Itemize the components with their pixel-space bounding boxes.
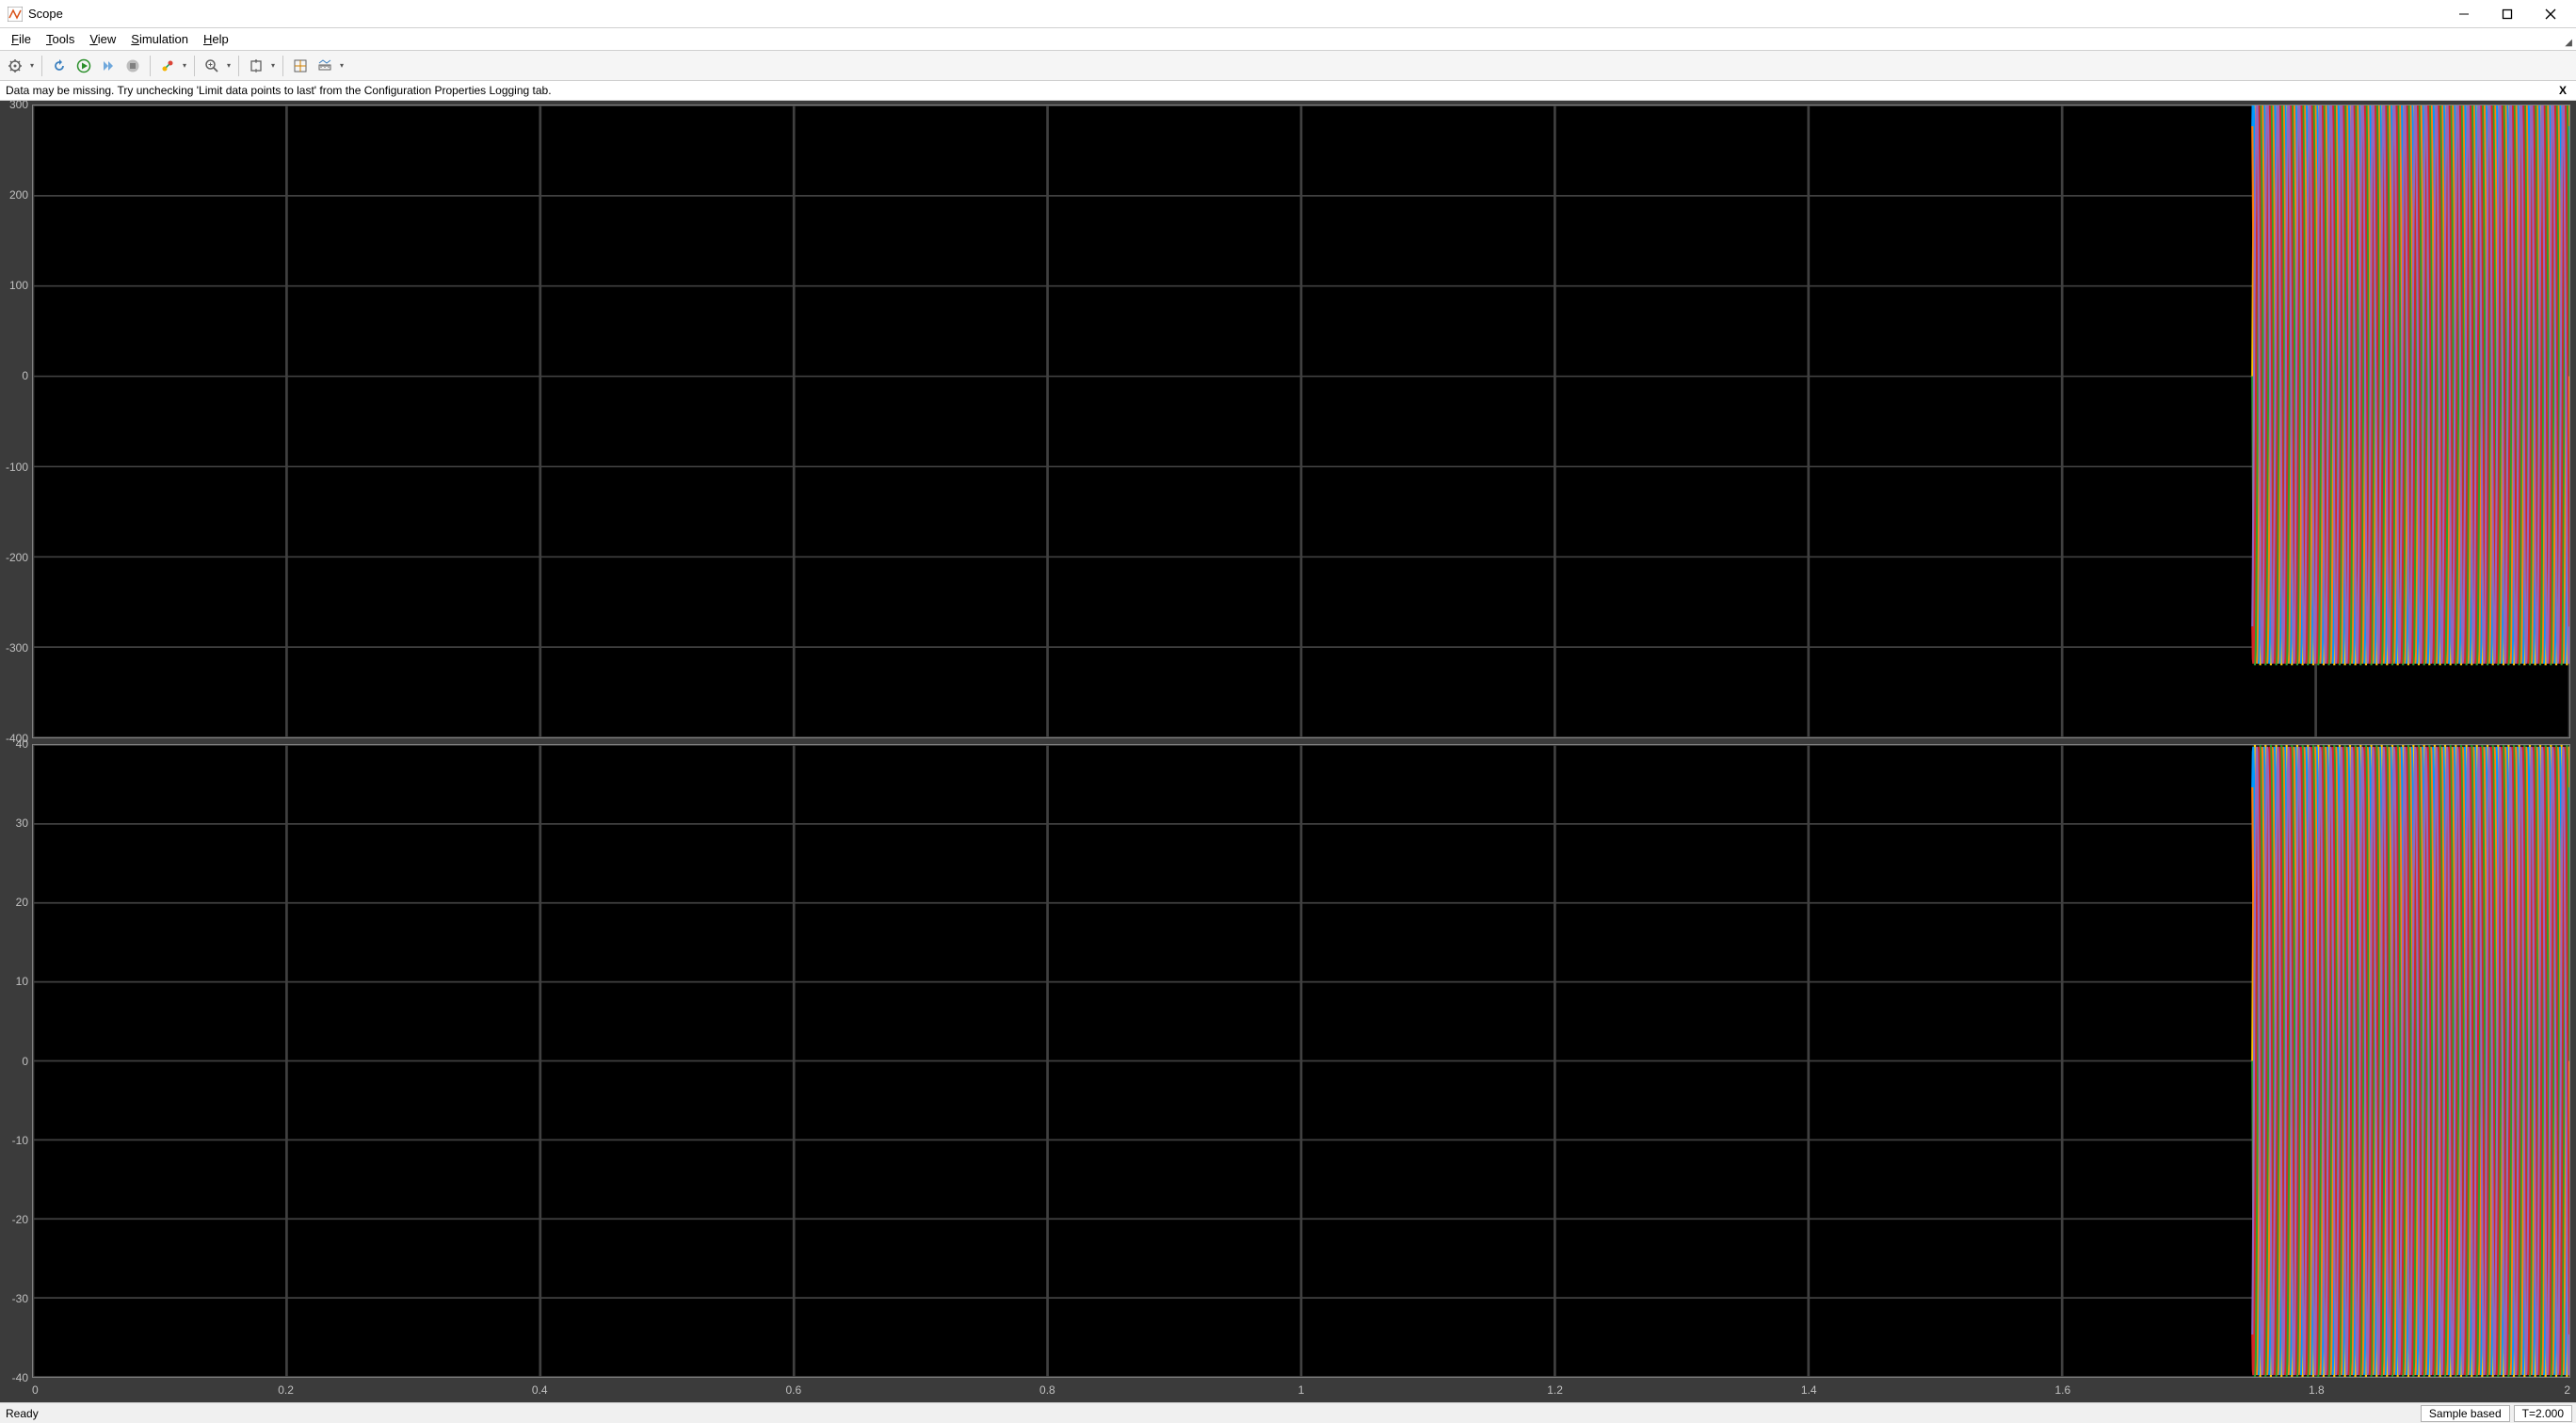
xtick-label: 1.4	[1801, 1383, 1817, 1397]
ytick-label: 0	[22, 1055, 28, 1068]
status-ready: Ready	[4, 1407, 2417, 1420]
measurements-icon[interactable]	[314, 55, 336, 77]
xtick-label: 0.6	[785, 1383, 801, 1397]
highlight-icon[interactable]	[156, 55, 179, 77]
subplot-2-row: -40-30-20-10010203040	[4, 744, 2570, 1378]
step-forward-icon[interactable]	[97, 55, 120, 77]
ytick-label: -300	[6, 641, 28, 655]
ytick-label: -100	[6, 461, 28, 474]
maximize-button[interactable]	[2486, 0, 2529, 28]
subplot-1-yaxis: -400-300-200-1000100200300	[4, 105, 32, 738]
cursors-icon[interactable]	[289, 55, 312, 77]
xtick-label: 1.2	[1547, 1383, 1563, 1397]
xtick-label: 0.4	[532, 1383, 548, 1397]
config-gear-icon-caret[interactable]: ▾	[28, 55, 36, 77]
run-icon[interactable]	[72, 55, 95, 77]
warning-bar: Data may be missing. Try unchecking 'Lim…	[0, 81, 2576, 101]
autoscale-icon[interactable]	[245, 55, 267, 77]
menu-file[interactable]: File	[4, 30, 39, 48]
xtick-label: 1	[1298, 1383, 1305, 1397]
subplot-2[interactable]	[32, 744, 2570, 1378]
toolbar-separator	[194, 56, 195, 76]
ytick-label: 100	[9, 279, 28, 292]
config-gear-icon[interactable]	[4, 55, 26, 77]
ytick-label: -40	[12, 1371, 28, 1384]
title-bar: Scope	[0, 0, 2576, 28]
ytick-label: 30	[16, 817, 28, 830]
ytick-label: -20	[12, 1213, 28, 1226]
menu-bar: File Tools View Simulation Help ◢	[0, 28, 2576, 51]
autoscale-icon-caret[interactable]: ▾	[269, 55, 277, 77]
xtick-label: 2	[2564, 1383, 2570, 1397]
status-time: T=2.000	[2514, 1405, 2572, 1422]
toolbar-separator	[150, 56, 151, 76]
zoom-icon[interactable]	[201, 55, 223, 77]
warning-close-icon[interactable]: X	[2555, 83, 2570, 98]
xaxis: 0 0.2 0.4 0.6 0.8 1 1.2 1.4 1.6 1.8 2	[4, 1383, 2570, 1400]
ytick-label: -200	[6, 551, 28, 564]
ytick-label: 20	[16, 896, 28, 909]
plot-area: -400-300-200-1000100200300-40-30-20-1001…	[0, 101, 2576, 1402]
measurements-icon-caret[interactable]: ▾	[338, 55, 346, 77]
menu-simulation[interactable]: Simulation	[123, 30, 196, 48]
menu-view[interactable]: View	[82, 30, 123, 48]
xtick-label: 0	[32, 1383, 39, 1397]
window-title: Scope	[28, 7, 2442, 21]
toolbar-separator	[238, 56, 239, 76]
ytick-label: 40	[16, 737, 28, 751]
ytick-label: 300	[9, 98, 28, 111]
xtick-label: 0.2	[278, 1383, 294, 1397]
subplot-2-yaxis: -40-30-20-10010203040	[4, 744, 32, 1378]
xtick-label: 1.8	[2309, 1383, 2325, 1397]
status-mode: Sample based	[2421, 1405, 2510, 1422]
menu-help[interactable]: Help	[196, 30, 236, 48]
subplot-1[interactable]	[32, 105, 2570, 738]
ytick-label: -30	[12, 1292, 28, 1305]
highlight-icon-caret[interactable]: ▾	[181, 55, 188, 77]
status-bar: Ready Sample based T=2.000	[0, 1402, 2576, 1423]
toolbar: ▾ ▾ ▾ ▾ ▾	[0, 51, 2576, 81]
app-icon	[8, 7, 23, 22]
toolbar-separator	[282, 56, 283, 76]
xtick-label: 0.8	[1039, 1383, 1055, 1397]
stop-icon[interactable]	[121, 55, 144, 77]
undock-icon[interactable]: ◢	[2565, 38, 2572, 48]
menu-tools[interactable]: Tools	[39, 30, 82, 48]
toolbar-separator	[41, 56, 42, 76]
warning-text: Data may be missing. Try unchecking 'Lim…	[6, 84, 2555, 97]
xtick-label: 1.6	[2054, 1383, 2070, 1397]
zoom-icon-caret[interactable]: ▾	[225, 55, 233, 77]
ytick-label: 10	[16, 975, 28, 988]
ytick-label: -10	[12, 1134, 28, 1147]
ytick-label: 200	[9, 188, 28, 202]
subplot-1-row: -400-300-200-1000100200300	[4, 105, 2570, 738]
close-button[interactable]	[2529, 0, 2572, 28]
minimize-button[interactable]	[2442, 0, 2486, 28]
ytick-label: 0	[22, 369, 28, 382]
restart-icon[interactable]	[48, 55, 71, 77]
